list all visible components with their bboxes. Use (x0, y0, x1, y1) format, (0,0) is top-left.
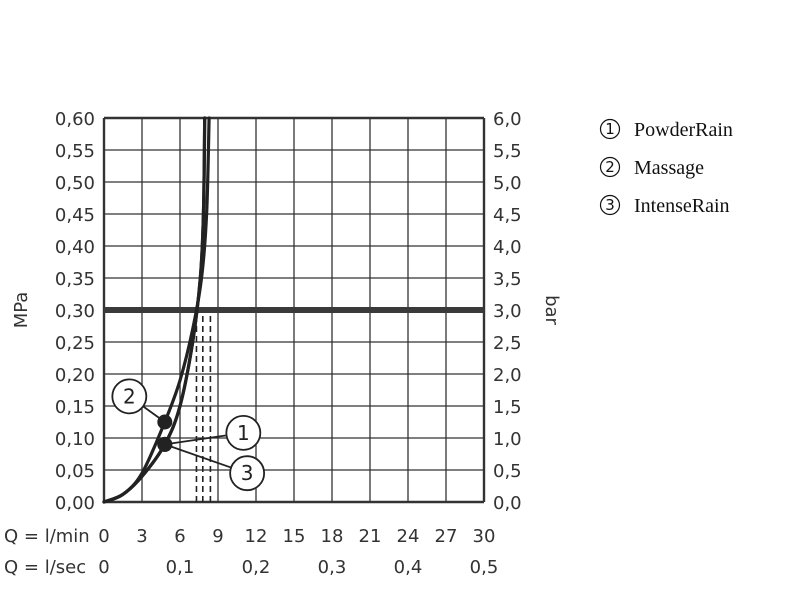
marker-intenserain (157, 436, 173, 452)
x-lsec-tick-label: 0 (98, 557, 109, 578)
x-lmin-tick-label: 27 (435, 526, 458, 547)
leader-line-intenserain (164, 443, 232, 469)
x-lmin-tick-label: 9 (212, 526, 223, 547)
callout-circle-massage (111, 378, 148, 415)
legend-symbol-number: 2 (605, 158, 615, 176)
y-right-tick-label: 4,0 (493, 237, 522, 258)
y-right-tick-label: 1,0 (493, 429, 522, 450)
y-left-tick-label: 0,30 (55, 301, 95, 322)
legend-symbol-circle (599, 156, 621, 178)
x-lmin-tick-label: 12 (245, 526, 268, 547)
callout-circle-intenserain (229, 455, 266, 492)
x-lsec-tick-label: 0,1 (166, 557, 195, 578)
x-lmin-tick-label: 0 (98, 526, 109, 547)
y-left-tick-label: 0,50 (55, 173, 95, 194)
y-right-tick-label: 5,5 (493, 141, 522, 162)
x-lmin-tick-label: 6 (174, 526, 185, 547)
y-right-tick-label: 3,0 (493, 301, 522, 322)
series-curves (102, 116, 211, 504)
y-left-tick-label: 0,20 (55, 365, 95, 386)
callout-circle-powderrain (225, 414, 262, 451)
x-lsec-tick-label: 0,2 (242, 557, 271, 578)
legend-symbol-circle (599, 194, 621, 216)
callout-number-intenserain: 3 (241, 461, 254, 485)
y-right-tick-label: 2,0 (493, 365, 522, 386)
x-lmin-tick-label: 24 (397, 526, 420, 547)
y-left-tick-label: 0,10 (55, 429, 95, 450)
y-left-tick-label: 0,05 (55, 461, 95, 482)
y-right-tick-label: 1,5 (493, 397, 522, 418)
y-right-tick-label: 5,0 (493, 173, 522, 194)
y-left-tick-label: 0,35 (55, 269, 95, 290)
x-lmin-tick-label: 21 (359, 526, 382, 547)
y-left-tick-labels: 0,00 0,05 0,10 0,15 0,20 0,25 0,30 0,35 0,40 0,45… (55, 109, 95, 514)
y-left-tick-label: 0,00 (55, 493, 95, 514)
y-right-tick-label: 4,5 (493, 205, 522, 226)
y-right-tick-label: 0,0 (493, 493, 522, 514)
legend-label: IntenseRain (634, 195, 730, 217)
leader-line-powderrain (164, 434, 227, 446)
y-left-tick-label: 0,40 (55, 237, 95, 258)
x-lsec-row-label: Q = l/sec (4, 557, 86, 578)
y-left-tick-label: 0,55 (55, 141, 95, 162)
y-left-tick-label: 0,60 (55, 109, 95, 130)
markers: 1 2 3 (111, 378, 266, 492)
x-lsec-tick-label: 0,4 (394, 557, 423, 578)
x-lmin-row-label: Q = l/min (4, 526, 90, 547)
y-left-tick-label: 0,45 (55, 205, 95, 226)
x-lsec-tick-label: 0,3 (318, 557, 347, 578)
y-left-axis-label: MPa (11, 292, 32, 329)
x-lsec-tick-labels: 0 0,1 0,2 0,3 0,4 0,5 (98, 557, 498, 578)
y-right-tick-label: 0,5 (493, 461, 522, 482)
callout-number-massage: 2 (123, 384, 136, 408)
y-right-tick-label: 2,5 (493, 333, 522, 354)
legend-label: Massage (634, 157, 704, 179)
x-lmin-tick-label: 18 (321, 526, 344, 547)
y-right-tick-labels: 0,0 0,5 1,0 1,5 2,0 2,5 3,0 3,5 4,0 4,5 5,0 5,5 6,0 (493, 109, 522, 514)
marker-massage (157, 414, 173, 430)
legend-label: PowderRain (634, 119, 733, 141)
y-left-tick-label: 0,15 (55, 397, 95, 418)
y-right-tick-label: 3,5 (493, 269, 522, 290)
callout-number-powderrain: 1 (237, 421, 250, 445)
y-right-tick-label: 6,0 (493, 109, 522, 130)
x-lmin-tick-label: 30 (473, 526, 496, 547)
x-lsec-tick-label: 0,5 (470, 557, 499, 578)
legend-symbol-circle (599, 118, 621, 140)
x-lmin-tick-label: 3 (136, 526, 147, 547)
y-left-tick-label: 0,25 (55, 333, 95, 354)
legend-symbol-number: 3 (605, 196, 615, 214)
y-right-axis-label: bar (541, 295, 562, 325)
dashed-drop-lines (195, 316, 212, 502)
legend: 1 PowderRain 2 Massage 3 IntenseRain (599, 118, 733, 217)
legend-symbol-number: 1 (605, 120, 615, 138)
x-lmin-tick-label: 15 (283, 526, 306, 547)
series-line-intenserain (102, 116, 207, 504)
x-lmin-tick-labels: 0 3 6 9 12 15 18 21 24 27 30 (98, 526, 495, 547)
